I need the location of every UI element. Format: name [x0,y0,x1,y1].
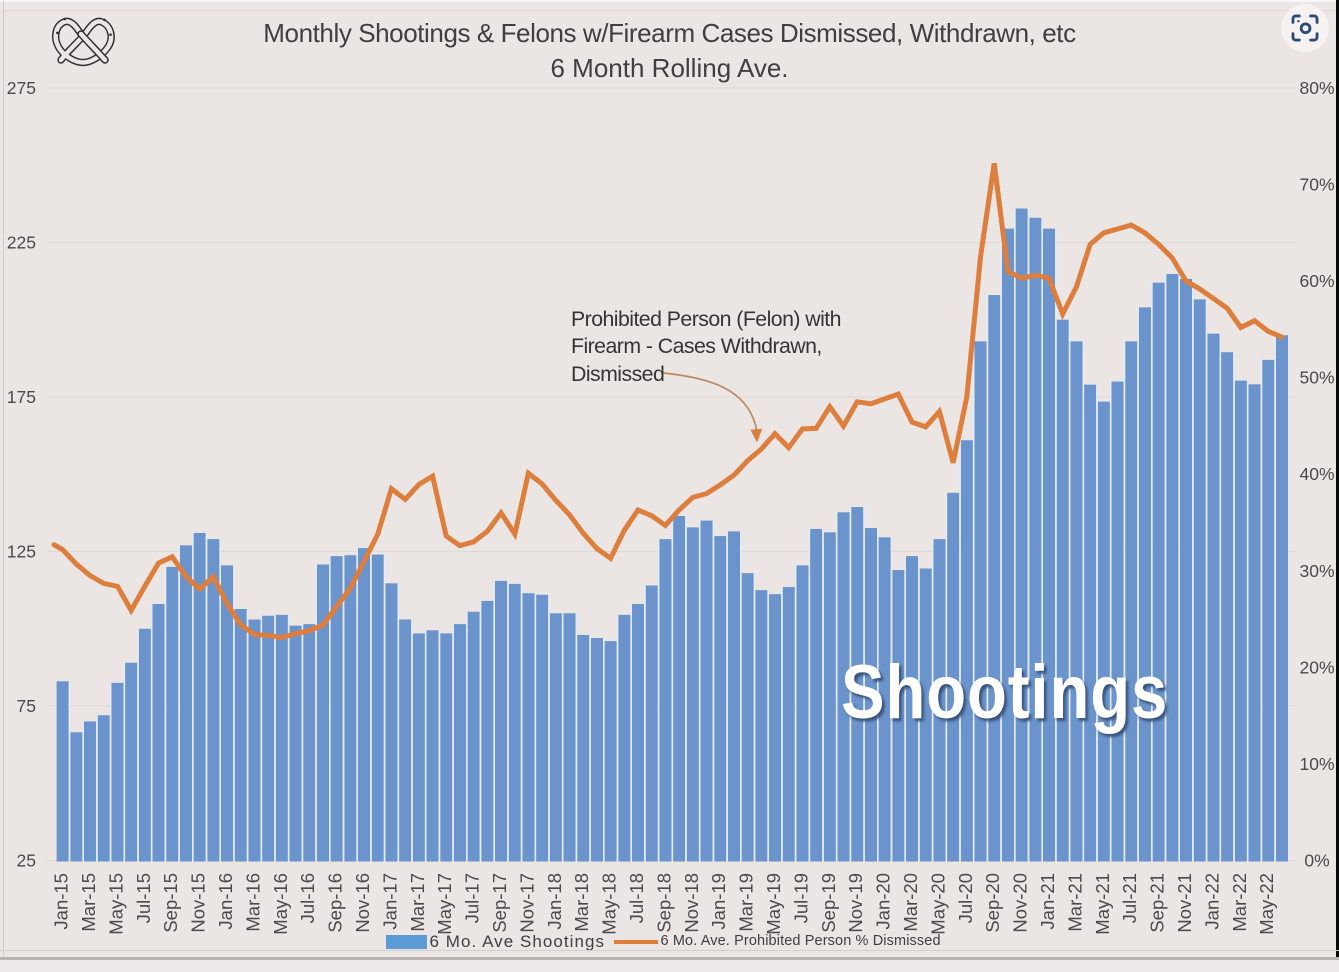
svg-text:May-19: May-19 [763,873,784,935]
svg-text:Jul-17: Jul-17 [462,873,483,923]
svg-text:Jan-15: Jan-15 [51,873,72,930]
svg-text:May-18: May-18 [599,873,620,935]
svg-text:Sep-20: Sep-20 [982,873,1003,933]
svg-text:Jan-18: Jan-18 [544,873,565,930]
svg-text:Jul-20: Jul-20 [955,873,976,923]
svg-text:50%: 50% [1299,368,1334,388]
svg-text:Nov-15: Nov-15 [188,873,209,933]
svg-text:Nov-17: Nov-17 [516,873,537,933]
svg-text:Sep-18: Sep-18 [653,873,674,933]
svg-text:80%: 80% [1299,78,1334,98]
svg-text:Jul-18: Jul-18 [626,873,647,923]
svg-text:May-15: May-15 [106,873,127,935]
svg-text:75: 75 [17,696,36,716]
svg-text:May-21: May-21 [1092,873,1113,935]
svg-text:Mar-15: Mar-15 [78,873,99,932]
svg-text:Sep-15: Sep-15 [160,873,181,933]
svg-text:40%: 40% [1299,464,1334,484]
svg-text:225: 225 [7,233,36,253]
svg-text:May-17: May-17 [434,873,455,935]
svg-text:30%: 30% [1299,561,1334,581]
svg-text:275: 275 [7,78,36,98]
svg-text:Sep-16: Sep-16 [325,873,346,933]
svg-text:Mar-16: Mar-16 [242,873,263,932]
svg-text:Sep-21: Sep-21 [1147,873,1168,933]
svg-text:70%: 70% [1299,175,1334,195]
svg-text:Jul-16: Jul-16 [297,873,318,923]
svg-text:Sep-17: Sep-17 [489,873,510,933]
svg-text:Jul-15: Jul-15 [133,873,154,923]
svg-text:10%: 10% [1299,754,1334,774]
svg-text:Nov-21: Nov-21 [1174,873,1195,933]
svg-text:Mar-20: Mar-20 [900,873,921,932]
svg-text:60%: 60% [1299,271,1334,291]
svg-text:Jul-21: Jul-21 [1119,873,1140,923]
svg-text:May-16: May-16 [270,873,291,935]
svg-text:May-22: May-22 [1256,873,1277,935]
svg-text:Jan-20: Jan-20 [873,873,894,930]
svg-text:Nov-18: Nov-18 [681,873,702,933]
svg-text:Nov-19: Nov-19 [845,873,866,933]
svg-text:Mar-19: Mar-19 [736,873,757,932]
svg-text:Jan-17: Jan-17 [379,873,400,930]
svg-text:125: 125 [7,542,36,562]
svg-text:May-20: May-20 [927,873,948,935]
svg-text:Mar-21: Mar-21 [1064,873,1085,932]
svg-text:Mar-18: Mar-18 [571,873,592,932]
svg-text:25: 25 [17,851,36,871]
svg-text:175: 175 [7,387,36,407]
svg-text:0%: 0% [1304,851,1329,871]
svg-text:Jan-16: Jan-16 [215,873,236,930]
svg-text:Jan-19: Jan-19 [708,873,729,930]
svg-text:Jul-19: Jul-19 [790,873,811,923]
svg-text:Mar-17: Mar-17 [407,873,428,932]
svg-text:20%: 20% [1299,657,1334,677]
svg-text:Mar-22: Mar-22 [1229,873,1250,932]
svg-text:Nov-16: Nov-16 [352,873,373,933]
svg-text:Sep-19: Sep-19 [818,873,839,933]
svg-text:Jan-21: Jan-21 [1037,873,1058,930]
svg-text:Jan-22: Jan-22 [1201,873,1222,930]
svg-text:Nov-20: Nov-20 [1010,873,1031,933]
